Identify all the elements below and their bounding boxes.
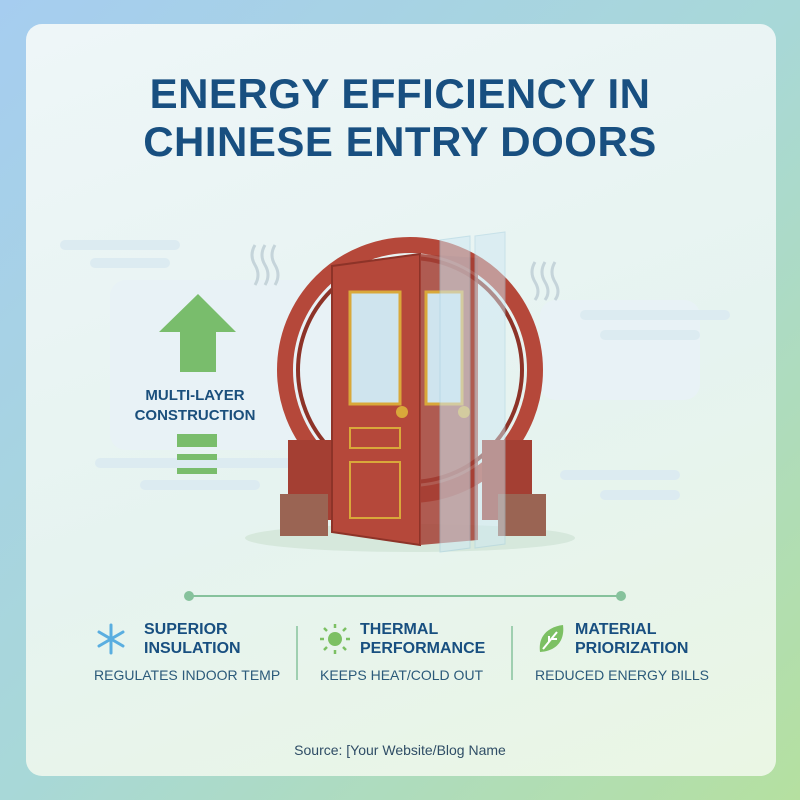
separator bbox=[296, 626, 298, 680]
leaf-icon bbox=[539, 625, 564, 652]
heat-waves-icon bbox=[250, 244, 560, 301]
arrow-up-icon bbox=[159, 294, 236, 372]
source-text: Source: [Your Website/Blog Name bbox=[294, 742, 506, 758]
timeline-divider bbox=[188, 595, 624, 597]
title-line-1: ENERGY EFFICIENCY IN bbox=[149, 70, 651, 117]
snowflake-icon bbox=[97, 623, 125, 655]
layers-icon bbox=[177, 434, 217, 474]
door bbox=[331, 231, 506, 553]
timeline-dot bbox=[616, 591, 626, 601]
title-line-2: CHINESE ENTRY DOORS bbox=[143, 118, 657, 165]
feature-title: THERMAL PERFORMANCE bbox=[360, 621, 486, 657]
feature-subtitle: REDUCED ENERGY BILLS bbox=[535, 667, 710, 683]
label-line-1: MULTI-LAYER bbox=[145, 387, 245, 404]
label-line-2: CONSTRUCTION bbox=[134, 407, 256, 424]
timeline-dot bbox=[184, 591, 194, 601]
feature-subtitle: KEEPS HEAT/COLD OUT bbox=[320, 667, 484, 683]
separator bbox=[511, 626, 513, 680]
sun-icon bbox=[320, 624, 350, 654]
door-illustration bbox=[60, 231, 730, 553]
multi-layer-label: MULTI-LAYER CONSTRUCTION bbox=[120, 386, 270, 426]
feature-title: SUPERIOR INSULATION bbox=[144, 621, 241, 657]
page-title: ENERGY EFFICIENCY IN CHINESE ENTRY DOORS bbox=[0, 70, 800, 166]
feature-subtitle: REGULATES INDOOR TEMP bbox=[94, 667, 281, 683]
feature-title: MATERIAL PRIORIZATION bbox=[575, 621, 689, 657]
